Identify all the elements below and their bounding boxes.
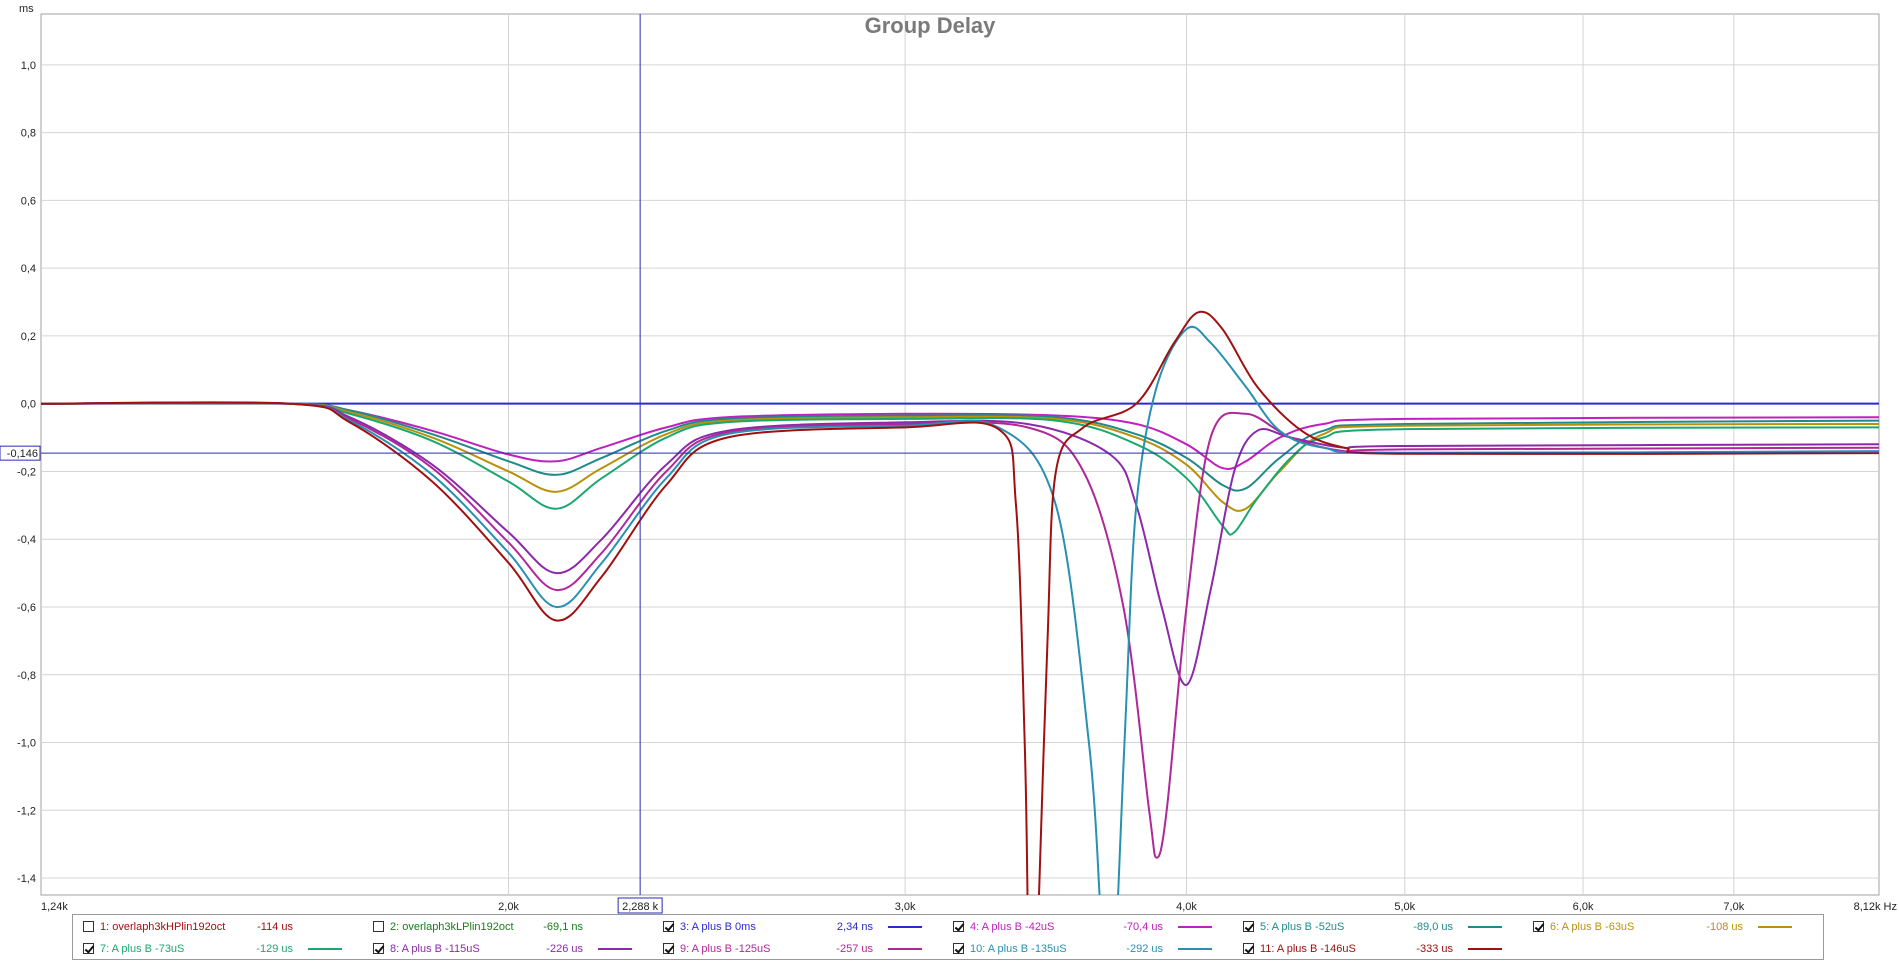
- legend-label: 2: overlaph3kLPlin192oct: [390, 921, 514, 933]
- legend-value: -69,1 ns: [543, 921, 583, 933]
- y-tick-label: 0,8: [21, 128, 36, 140]
- y-tick-label: -0,4: [17, 534, 36, 546]
- x-tick-label: 6,0k: [1573, 901, 1594, 913]
- x-tick-label: 5,0k: [1394, 901, 1415, 913]
- y-tick-label: 0,6: [21, 195, 36, 207]
- y-tick-label: -0,2: [17, 466, 36, 478]
- legend-value: 2,34 ns: [836, 921, 873, 933]
- legend-checkbox[interactable]: [83, 921, 94, 932]
- legend-value: -226 us: [546, 943, 583, 955]
- series-line-3: [41, 402, 1879, 492]
- y-tick-label: 0,0: [21, 399, 36, 411]
- legend-label: 11: A plus B -146uS: [1260, 943, 1356, 955]
- legend-label: 6: A plus B -63uS: [1550, 921, 1635, 933]
- legend-label: 8: A plus B -115uS: [390, 943, 480, 955]
- legend-label: 9: A plus B -125uS: [680, 943, 771, 955]
- legend-item[interactable]: 6: A plus B -63uS -108 us: [1533, 918, 1818, 936]
- x-tick-label: 7,0k: [1723, 901, 1744, 913]
- x-tick-label: 4,0k: [1176, 901, 1197, 913]
- chart-title: Group Delay: [865, 13, 997, 38]
- series-line-8: [41, 401, 1101, 895]
- series-group: [41, 310, 1879, 895]
- legend-value: -129 us: [256, 943, 293, 955]
- y-tick-label: 0,2: [21, 331, 36, 343]
- series-line-4: [41, 402, 1879, 512]
- x-tick-label: 1,24k: [41, 901, 68, 913]
- y-tick-label: 0,4: [21, 263, 36, 275]
- series-line-10: [41, 401, 1029, 895]
- y-tick-label: -1,0: [17, 738, 36, 750]
- legend-item[interactable]: 3: A plus B 0ms 2,34 ns: [663, 918, 948, 936]
- legend-label: 3: A plus B 0ms: [680, 921, 756, 933]
- legend-item[interactable]: 11: A plus B -146uS -333 us: [1243, 940, 1528, 958]
- legend-checkbox[interactable]: [1243, 921, 1254, 932]
- legend-checkbox[interactable]: [1243, 943, 1254, 954]
- legend-item[interactable]: 5: A plus B -52uS -89,0 us: [1243, 918, 1528, 936]
- legend-checkbox[interactable]: [953, 921, 964, 932]
- legend-checkbox[interactable]: [663, 921, 674, 932]
- x-tick-label: 8,12k Hz: [1854, 901, 1897, 913]
- legend-label: 5: A plus B -52uS: [1260, 921, 1345, 933]
- legend-item[interactable]: 2: overlaph3kLPlin192oct -69,1 ns: [373, 918, 658, 936]
- legend-checkbox[interactable]: [83, 943, 94, 954]
- legend-checkbox[interactable]: [373, 921, 384, 932]
- legend-item[interactable]: 1: overlaph3kHPlin192oct -114 us: [83, 918, 368, 936]
- legend-item[interactable]: 4: A plus B -42uS -70,4 us: [953, 918, 1238, 936]
- series-line-5: [41, 401, 1879, 536]
- legend-checkbox[interactable]: [663, 943, 674, 954]
- legend-swatch: [888, 948, 922, 950]
- y-tick-label: -0,6: [17, 602, 36, 614]
- cursor-y-label-box: [0, 445, 41, 461]
- legend-checkbox[interactable]: [1533, 921, 1544, 932]
- legend-label: 1: overlaph3kHPlin192oct: [100, 921, 226, 933]
- legend-value: -108 us: [1706, 921, 1743, 933]
- legend-item[interactable]: 8: A plus B -115uS -226 us: [373, 940, 658, 958]
- y-tick-label: -0,8: [17, 670, 36, 682]
- series-line-6: [41, 401, 1879, 686]
- legend-value: -333 us: [1416, 943, 1453, 955]
- legend-swatch: [1178, 926, 1212, 928]
- y-tick-label: 1,0: [21, 60, 36, 72]
- legend-label: 7: A plus B -73uS: [100, 943, 185, 955]
- legend-swatch: [1468, 926, 1502, 928]
- cursor-x-label-box: [617, 897, 663, 914]
- legend-checkbox[interactable]: [953, 943, 964, 954]
- x-tick-label: 3,0k: [895, 901, 916, 913]
- y-tick-label: -1,2: [17, 805, 36, 817]
- cursor-y-label: -0,146: [7, 448, 38, 460]
- legend-value: -70,4 us: [1123, 921, 1163, 933]
- legend-item[interactable]: 9: A plus B -125uS -257 us: [663, 940, 948, 958]
- legend-checkbox[interactable]: [373, 943, 384, 954]
- legend-swatch: [308, 948, 342, 950]
- legend-value: -89,0 us: [1413, 921, 1453, 933]
- legend-value: -257 us: [836, 943, 873, 955]
- legend-item[interactable]: 10: A plus B -135uS -292 us: [953, 940, 1238, 958]
- y-tick-label: -1,4: [17, 873, 36, 885]
- legend-swatch: [1758, 926, 1792, 928]
- legend-swatch: [1178, 948, 1212, 950]
- legend-swatch: [598, 948, 632, 950]
- legend-label: 10: A plus B -135uS: [970, 943, 1067, 955]
- legend-item[interactable]: 7: A plus B -73uS -129 us: [83, 940, 368, 958]
- legend-swatch: [888, 926, 922, 928]
- x-tick-label: 2,0k: [498, 901, 519, 913]
- legend-panel: 1: overlaph3kHPlin192oct -114 us 2: overla…: [72, 914, 1824, 960]
- y-axis-unit: ms: [19, 3, 34, 15]
- legend-value: -292 us: [1126, 943, 1163, 955]
- cursor-x-label: 2,288 k: [622, 901, 659, 913]
- legend-label: 4: A plus B -42uS: [970, 921, 1055, 933]
- series-line-2: [41, 402, 1879, 470]
- legend-swatch: [1468, 948, 1502, 950]
- group-delay-chart[interactable]: 1,0 0,8 0,6 0,4 0,2 0,0 -0,2 -0,4 -0,6 -0,8 -1,0 -1…: [0, 0, 1899, 914]
- legend-value: -114 us: [257, 921, 293, 933]
